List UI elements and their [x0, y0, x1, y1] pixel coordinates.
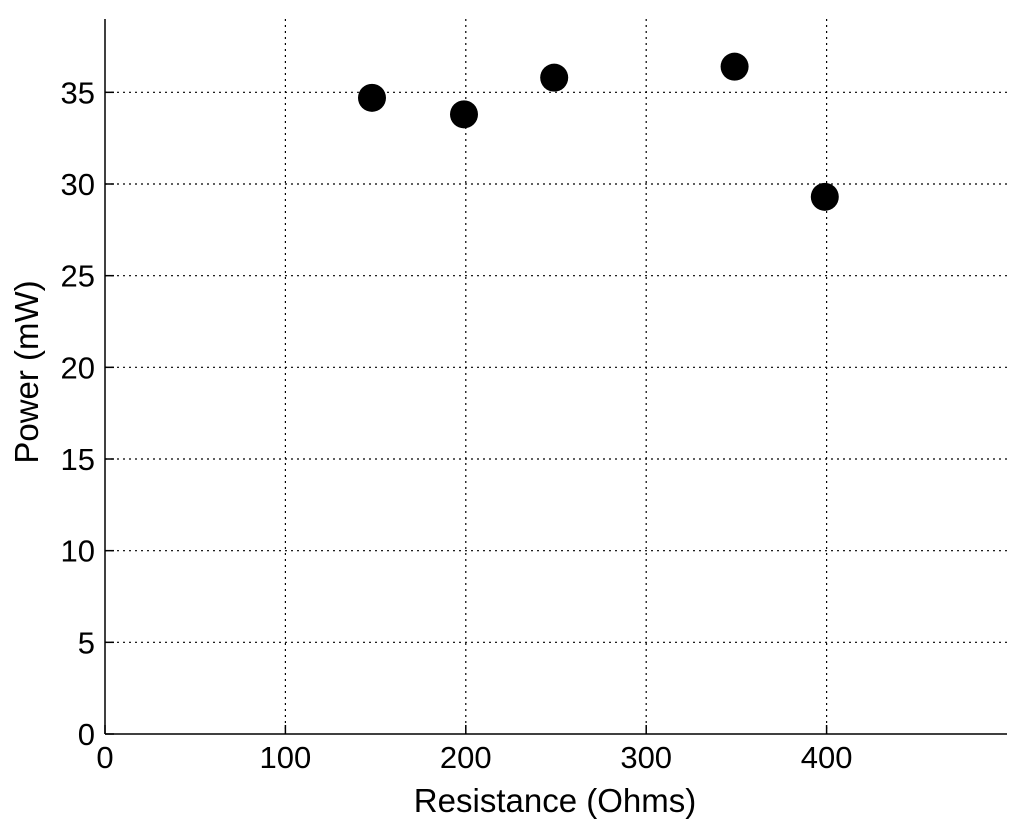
y-axis-label: Power (mW): [8, 280, 45, 463]
y-tick-label: 25: [61, 259, 95, 294]
y-tick-label: 15: [61, 442, 95, 477]
x-tick-label: 300: [620, 740, 672, 775]
y-tick-label: 20: [61, 350, 95, 385]
grid: [105, 19, 1007, 734]
y-tick-label: 30: [61, 167, 95, 202]
x-tick-label: 400: [801, 740, 853, 775]
data-point: [810, 182, 839, 211]
data-point: [720, 52, 749, 81]
data-point: [357, 83, 386, 112]
data-points: [357, 52, 839, 211]
y-tick-label: 35: [61, 75, 95, 110]
x-tick-label: 0: [96, 740, 113, 775]
axes: [104, 19, 1007, 735]
y-tick-label: 5: [78, 625, 95, 660]
x-tick-label: 100: [260, 740, 312, 775]
data-point: [540, 63, 569, 92]
tick-labels: 0 100 200 300 400 0 5 10 15 20 25 30 35: [61, 75, 853, 775]
data-point: [449, 100, 478, 129]
y-tick-label: 10: [61, 534, 95, 569]
x-axis-label: Resistance (Ohms): [414, 782, 696, 819]
x-tick-label: 200: [440, 740, 492, 775]
y-tick-label: 0: [78, 717, 95, 752]
